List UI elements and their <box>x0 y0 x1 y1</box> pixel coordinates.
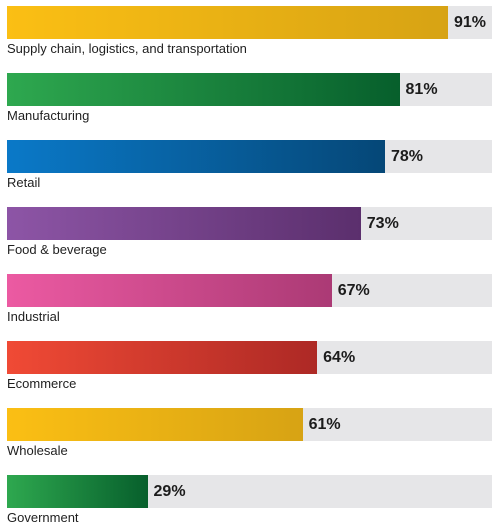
category-label: Government <box>7 510 79 525</box>
data-label: 73% <box>366 215 399 232</box>
bar <box>7 6 448 39</box>
category-label: Retail <box>7 175 41 190</box>
bar-track: 29% <box>7 475 492 508</box>
bar <box>7 207 361 240</box>
bar-track: 78% <box>7 140 492 173</box>
data-label: 67% <box>337 282 370 299</box>
bar <box>7 73 400 106</box>
category-label: Ecommerce <box>7 376 77 391</box>
bar <box>7 140 385 173</box>
bar-track: 61% <box>7 408 492 441</box>
bar-track: 91% <box>7 6 492 39</box>
data-label: 91% <box>454 14 487 31</box>
data-label: 81% <box>405 81 438 98</box>
data-label: 29% <box>153 483 186 500</box>
bar <box>7 274 332 307</box>
bar-track: 64% <box>7 341 492 374</box>
bar <box>7 408 303 441</box>
bar-track: 67% <box>7 274 492 307</box>
bar <box>7 341 318 374</box>
category-label: Wholesale <box>7 443 68 458</box>
category-label: Manufacturing <box>7 108 90 123</box>
category-label: Industrial <box>7 309 60 324</box>
bar <box>7 475 148 508</box>
bar-track: 73% <box>7 207 492 240</box>
category-label: Supply chain, logistics, and transportat… <box>7 41 247 56</box>
data-label: 78% <box>391 148 424 165</box>
data-label: 64% <box>323 349 356 366</box>
category-label: Food & beverage <box>7 242 107 257</box>
data-label: 61% <box>308 416 341 433</box>
bar-track: 81% <box>7 73 492 106</box>
